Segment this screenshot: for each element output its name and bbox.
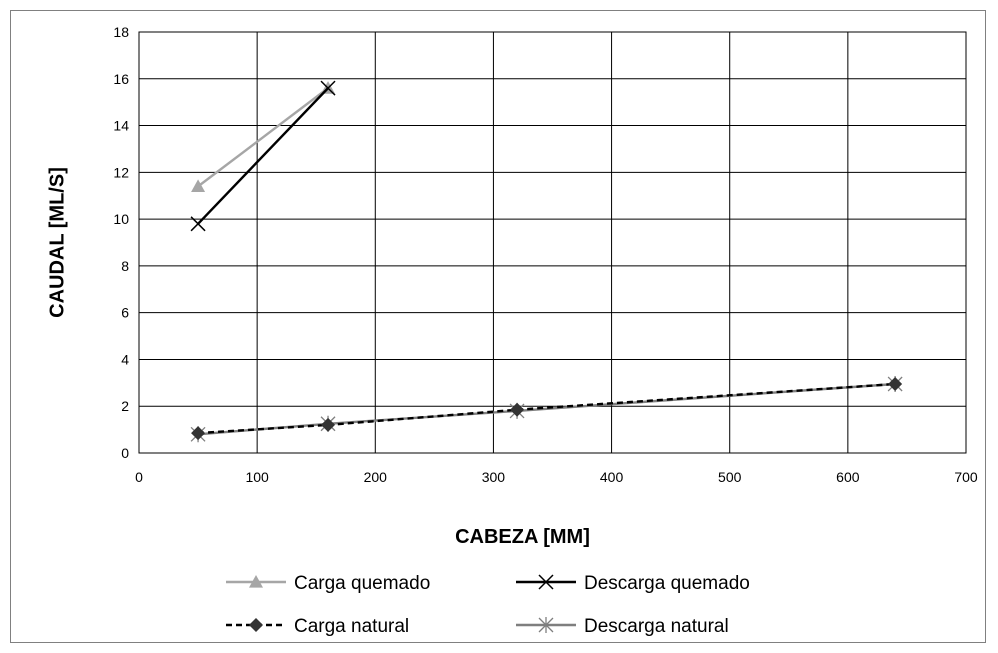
series-descarga-natural (190, 376, 903, 443)
series-descarga-quemado (190, 80, 336, 232)
x-tick-label: 300 (482, 469, 506, 485)
legend-item: Carga quemado (226, 573, 430, 594)
legend-label: Descarga quemado (584, 573, 750, 594)
y-tick-label: 8 (121, 258, 129, 274)
x-tick-label: 0 (135, 469, 143, 485)
y-tick-label: 16 (113, 71, 129, 87)
x-marker (538, 574, 554, 590)
legend: Carga quemado Descarga quemado Carga natur… (226, 573, 750, 637)
x-marker (320, 80, 336, 96)
legend-item: Carga natural (226, 616, 409, 637)
series-layer (190, 80, 903, 443)
diamond-marker (321, 417, 336, 432)
diamond-marker (510, 402, 525, 417)
y-tick-label: 18 (113, 24, 129, 40)
x-tick-label: 200 (364, 469, 388, 485)
tick-labels: 0 2 4 6 8 10 12 14 16 18 0 100 200 300 400 500 600 700 (113, 24, 977, 485)
legend-label: Carga natural (294, 616, 409, 637)
triangle-marker (249, 575, 263, 588)
y-tick-label: 10 (113, 211, 129, 227)
grid-layer (138, 31, 967, 454)
legend-label: Carga quemado (294, 573, 430, 594)
y-axis-title: CAUDAL [ML/S] (46, 167, 68, 318)
diamond-marker (191, 426, 206, 441)
y-tick-label: 2 (121, 398, 129, 414)
legend-item: Descarga natural (516, 616, 729, 637)
y-tick-label: 14 (113, 118, 129, 134)
series-line (197, 382, 896, 435)
y-tick-label: 6 (121, 305, 129, 321)
legend-item: Descarga quemado (516, 573, 750, 594)
legend-label: Descarga natural (584, 616, 729, 637)
x-marker (190, 216, 206, 232)
y-tick-label: 12 (113, 164, 129, 180)
diamond-marker (249, 618, 263, 632)
x-tick-label: 500 (718, 469, 742, 485)
series-line (197, 87, 329, 225)
x-tick-label: 100 (245, 469, 269, 485)
triangle-marker (191, 179, 206, 192)
series-carga-natural (191, 377, 903, 441)
diamond-marker (888, 377, 903, 392)
series-carga-quemado (191, 81, 336, 192)
x-tick-label: 400 (600, 469, 624, 485)
series-line (197, 87, 329, 188)
asterisk-marker (538, 617, 554, 633)
x-axis-title: CABEZA [MM] (455, 526, 590, 548)
plot-border (138, 31, 967, 454)
x-tick-label: 600 (836, 469, 860, 485)
chart-frame: 0 2 4 6 8 10 12 14 16 18 0 100 200 300 400 500 600 700 CA… (10, 10, 986, 643)
y-tick-label: 4 (121, 351, 129, 367)
x-tick-label: 700 (954, 469, 978, 485)
chart-svg: 0 2 4 6 8 10 12 14 16 18 0 100 200 300 400 500 600 700 CA… (46, 24, 978, 637)
y-tick-label: 0 (121, 445, 129, 461)
